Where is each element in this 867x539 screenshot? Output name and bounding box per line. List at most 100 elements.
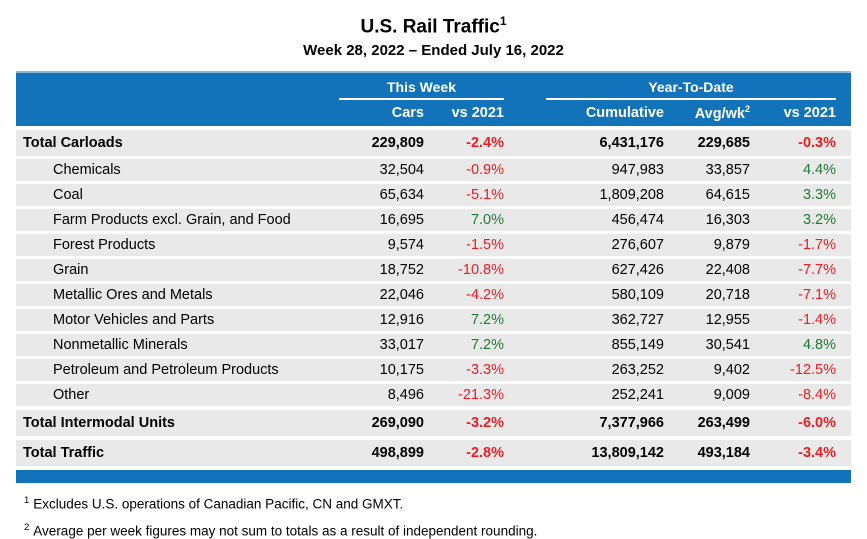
cell-week-vs-2021: -2.8%	[466, 445, 504, 462]
row-label: Coal	[53, 187, 83, 204]
avg-wk-footnote-marker: 2	[744, 104, 750, 115]
table-row: Total Carloads 229,809 -2.4% 6,431,176 2…	[16, 130, 851, 157]
cell-avg-wk: 263,499	[697, 415, 750, 432]
page-title-text: U.S. Rail Traffic	[360, 16, 500, 38]
cell-week-vs-2021: -2.4%	[466, 135, 504, 152]
footnote-2-text: Average per week figures may not sum to …	[33, 523, 538, 539]
cell-week-vs-2021: 7.2%	[470, 337, 504, 354]
row-label: Metallic Ores and Metals	[53, 287, 213, 304]
cell-cumulative: 252,241	[611, 387, 664, 404]
cell-week-vs-2021: -5.1%	[466, 187, 504, 204]
row-label: Total Carloads	[23, 135, 123, 152]
rail-traffic-table: This Week Year-To-Date Cars vs 2021 Cumu…	[16, 71, 851, 484]
cell-ytd-vs-2021: 3.3%	[802, 187, 836, 204]
cell-avg-wk: 229,685	[697, 135, 750, 152]
cell-cumulative: 263,252	[611, 362, 664, 379]
group-header-row: This Week Year-To-Date	[16, 75, 851, 101]
group-header-this-week: This Week	[339, 79, 504, 101]
cell-cars: 10,175	[379, 362, 424, 379]
table-row: Petroleum and Petroleum Products 10,175 …	[16, 359, 851, 382]
cell-week-vs-2021: -10.8%	[458, 262, 504, 279]
cell-ytd-vs-2021: -1.4%	[798, 312, 836, 329]
table-row: Forest Products 9,574 -1.5% 276,607 9,87…	[16, 234, 851, 257]
table-row: Metallic Ores and Metals 22,046 -4.2% 58…	[16, 284, 851, 307]
cell-week-vs-2021: -3.3%	[466, 362, 504, 379]
table-row: Other 8,496 -21.3% 252,241 9,009 -8.4%	[16, 384, 851, 407]
cell-cars: 22,046	[379, 287, 424, 304]
cell-cars: 498,899	[371, 445, 424, 462]
cell-cars: 269,090	[371, 415, 424, 432]
table-row: Total Traffic 498,899 -2.8% 13,809,142 4…	[16, 440, 851, 467]
cell-week-vs-2021: -3.2%	[466, 415, 504, 432]
cell-avg-wk: 64,615	[705, 187, 750, 204]
row-label: Farm Products excl. Grain, and Food	[53, 212, 291, 229]
cell-week-vs-2021: -1.5%	[466, 237, 504, 254]
cell-avg-wk: 33,857	[705, 162, 750, 179]
cell-cars: 8,496	[387, 387, 424, 404]
cell-cumulative: 456,474	[611, 212, 664, 229]
cell-avg-wk: 9,879	[713, 237, 750, 254]
table-row: Chemicals 32,504 -0.9% 947,983 33,857 4.…	[16, 159, 851, 182]
column-header-cars: Cars	[391, 105, 424, 122]
cell-cumulative: 855,149	[611, 337, 664, 354]
column-header-ytd-vs-2021: vs 2021	[783, 105, 836, 122]
cell-cars: 12,916	[379, 312, 424, 329]
row-label: Total Traffic	[23, 445, 105, 462]
row-label: Chemicals	[53, 162, 121, 179]
cell-week-vs-2021: 7.0%	[470, 212, 504, 229]
row-label: Other	[53, 387, 90, 404]
cell-cumulative: 13,809,142	[591, 445, 664, 462]
footnote-1-marker: 1	[24, 495, 30, 507]
cell-cars: 32,504	[379, 162, 424, 179]
group-header-year-to-date: Year-To-Date	[546, 79, 836, 101]
cell-cumulative: 276,607	[611, 237, 664, 254]
table-row: Total Intermodal Units 269,090 -3.2% 7,3…	[16, 410, 851, 437]
cell-ytd-vs-2021: -1.7%	[798, 237, 836, 254]
cell-ytd-vs-2021: -6.0%	[798, 415, 836, 432]
cell-cumulative: 580,109	[611, 287, 664, 304]
footnote-1-text: Excludes U.S. operations of Canadian Pac…	[33, 496, 404, 512]
page: U.S. Rail Traffic1 Week 28, 2022 – Ended…	[0, 9, 867, 538]
row-label: Nonmetallic Minerals	[53, 337, 188, 354]
cell-week-vs-2021: 7.2%	[470, 312, 504, 329]
cell-cars: 65,634	[379, 187, 424, 204]
cell-cumulative: 947,983	[611, 162, 664, 179]
table-row: Grain 18,752 -10.8% 627,426 22,408 -7.7%	[16, 259, 851, 282]
row-label: Grain	[53, 262, 89, 279]
cell-avg-wk: 22,408	[705, 262, 750, 279]
cell-ytd-vs-2021: -12.5%	[790, 362, 836, 379]
table-row: Motor Vehicles and Parts 12,916 7.2% 362…	[16, 309, 851, 332]
table-bottom-bar	[16, 470, 851, 484]
cell-week-vs-2021: -4.2%	[466, 287, 504, 304]
footnotes: 1 Excludes U.S. operations of Canadian Pa…	[24, 493, 867, 539]
cell-ytd-vs-2021: -7.1%	[798, 287, 836, 304]
avg-wk-label: Avg/wk	[694, 106, 745, 123]
title-block: U.S. Rail Traffic1 Week 28, 2022 – Ended…	[0, 9, 867, 60]
page-title: U.S. Rail Traffic1	[0, 9, 867, 39]
column-header-row: Cars vs 2021 Cumulative Avg/wk2 vs 2021	[16, 100, 851, 126]
cell-ytd-vs-2021: 4.8%	[802, 337, 836, 354]
cell-ytd-vs-2021: -8.4%	[798, 387, 836, 404]
cell-ytd-vs-2021: -7.7%	[798, 262, 836, 279]
footnote-2: 2 Average per week figures may not sum to…	[24, 520, 867, 539]
cell-avg-wk: 12,955	[705, 312, 750, 329]
footnote-1: 1 Excludes U.S. operations of Canadian Pa…	[24, 493, 867, 513]
cell-ytd-vs-2021: -3.4%	[798, 445, 836, 462]
title-footnote-marker: 1	[499, 14, 507, 28]
cell-cars: 16,695	[379, 212, 424, 229]
table-body: Total Carloads 229,809 -2.4% 6,431,176 2…	[16, 130, 851, 467]
row-label: Motor Vehicles and Parts	[53, 312, 215, 329]
cell-cumulative: 6,431,176	[599, 135, 664, 152]
column-header-avg-wk: Avg/wk2	[664, 104, 750, 122]
cell-avg-wk: 20,718	[705, 287, 750, 304]
footnote-2-marker: 2	[24, 521, 30, 533]
cell-avg-wk: 9,009	[713, 387, 750, 404]
cell-cumulative: 1,809,208	[599, 187, 664, 204]
cell-cars: 229,809	[371, 135, 424, 152]
cell-cars: 18,752	[379, 262, 424, 279]
cell-avg-wk: 30,541	[705, 337, 750, 354]
table-row: Coal 65,634 -5.1% 1,809,208 64,615 3.3%	[16, 184, 851, 207]
cell-avg-wk: 16,303	[705, 212, 750, 229]
cell-ytd-vs-2021: -0.3%	[798, 135, 836, 152]
column-header-cumulative: Cumulative	[585, 105, 664, 122]
